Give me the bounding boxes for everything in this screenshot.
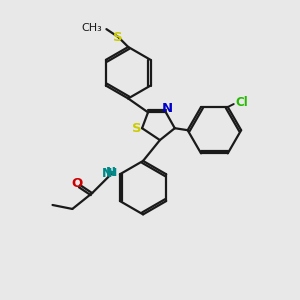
Text: O: O — [72, 177, 83, 190]
Text: CH₃: CH₃ — [82, 23, 102, 33]
Text: N: N — [106, 166, 116, 179]
Text: H: H — [108, 168, 117, 178]
Text: N: N — [161, 102, 172, 115]
Text: S: S — [132, 122, 142, 135]
Text: Cl: Cl — [235, 96, 248, 109]
Text: N: N — [102, 167, 112, 180]
Text: S: S — [113, 31, 123, 44]
